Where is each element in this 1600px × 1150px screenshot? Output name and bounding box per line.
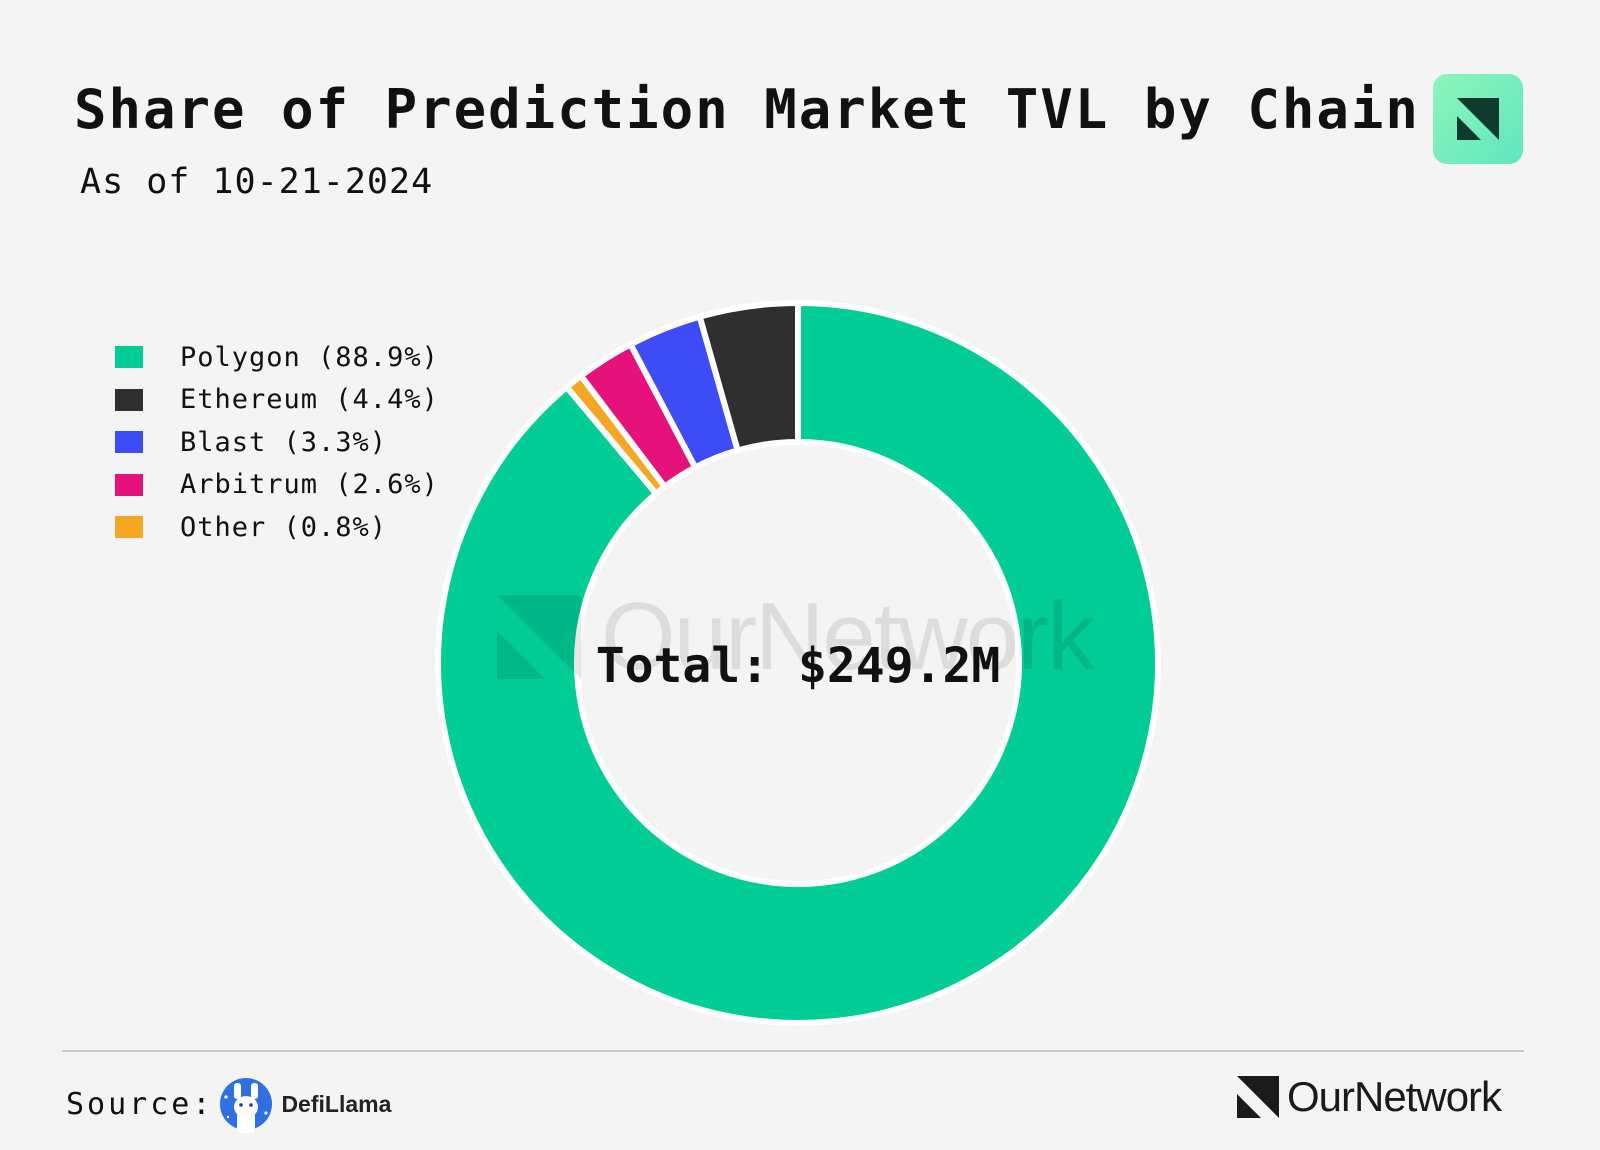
legend-label: Ethereum (4.4%) <box>180 384 439 416</box>
ournetwork-logo-icon <box>1237 1076 1279 1118</box>
ournetwork-badge-icon <box>1433 74 1523 164</box>
source-label: Source: <box>66 1086 214 1122</box>
legend-swatch <box>115 516 143 539</box>
defillama-logo-icon <box>220 1078 273 1133</box>
source-name: DefiLlama <box>281 1090 392 1117</box>
legend-label: Polygon (88.9%) <box>180 341 439 373</box>
legend-swatch <box>115 431 143 454</box>
legend-label: Blast (3.3%) <box>180 426 388 458</box>
legend-swatch <box>115 346 143 369</box>
footer-divider <box>62 1050 1524 1052</box>
donut-slice-polygon <box>435 299 1161 1026</box>
footer-brand-name: OurNetwork <box>1287 1073 1502 1120</box>
legend-item-polygon: Polygon (88.9%) <box>115 336 439 379</box>
source-attribution: Source: DefiLlama <box>66 1073 391 1135</box>
footer-brand: OurNetwork <box>1237 1073 1502 1121</box>
legend-item-other: Other (0.8%) <box>115 506 439 549</box>
chart-legend: Polygon (88.9%) Ethereum (4.4%) Blast (3… <box>115 336 439 549</box>
legend-swatch <box>115 388 143 411</box>
legend-label: Other (0.8%) <box>180 511 388 543</box>
chart-subtitle: As of 10-21-2024 <box>80 162 434 202</box>
legend-swatch <box>115 473 143 496</box>
legend-label: Arbitrum (2.6%) <box>180 469 439 501</box>
legend-item-ethereum: Ethereum (4.4%) <box>115 379 439 422</box>
donut-slice-ethereum <box>696 299 801 455</box>
chart-title: Share of Prediction Market TVL by Chain <box>74 78 1420 141</box>
legend-item-arbitrum: Arbitrum (2.6%) <box>115 464 439 507</box>
center-total-label: Total: $249.2M <box>595 638 1001 694</box>
legend-item-blast: Blast (3.3%) <box>115 421 439 464</box>
